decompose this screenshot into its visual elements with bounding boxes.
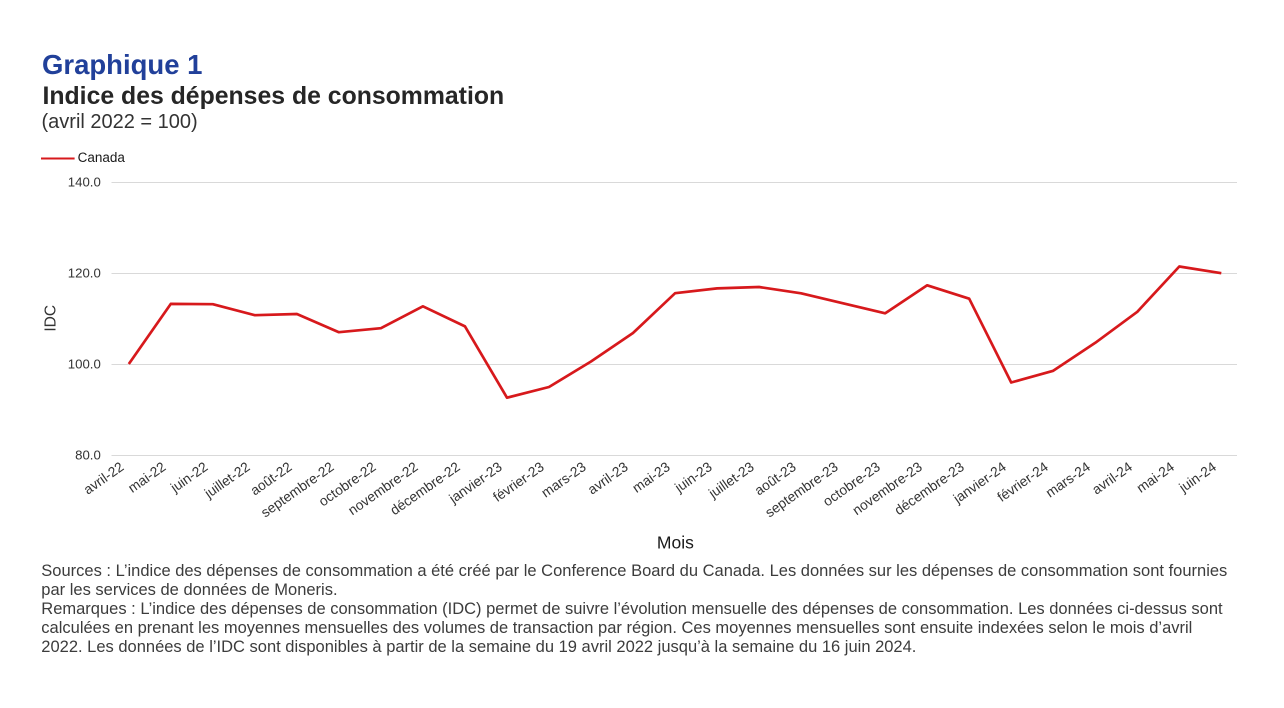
svg-text:Canada: Canada (78, 150, 126, 165)
svg-text:IDC: IDC (42, 305, 59, 332)
svg-text:mai-23: mai-23 (630, 459, 673, 496)
svg-text:mars-23: mars-23 (539, 459, 589, 500)
svg-text:80.0: 80.0 (75, 448, 101, 463)
svg-text:avril-24: avril-24 (1089, 459, 1135, 497)
svg-text:100.0: 100.0 (68, 357, 101, 372)
svg-text:mai-22: mai-22 (125, 459, 168, 495)
svg-text:avril-23: avril-23 (585, 459, 631, 497)
svg-text:mars-24: mars-24 (1043, 459, 1093, 500)
svg-text:juillet-22: juillet-22 (201, 459, 253, 501)
svg-text:mai-24: mai-24 (1134, 459, 1177, 496)
svg-text:140.0: 140.0 (68, 175, 101, 190)
svg-text:juillet-23: juillet-23 (705, 459, 757, 502)
svg-text:avril-22: avril-22 (81, 459, 127, 497)
svg-text:120.0: 120.0 (68, 266, 101, 281)
svg-text:juin-24: juin-24 (1176, 459, 1220, 496)
svg-text:Mois: Mois (657, 533, 694, 553)
